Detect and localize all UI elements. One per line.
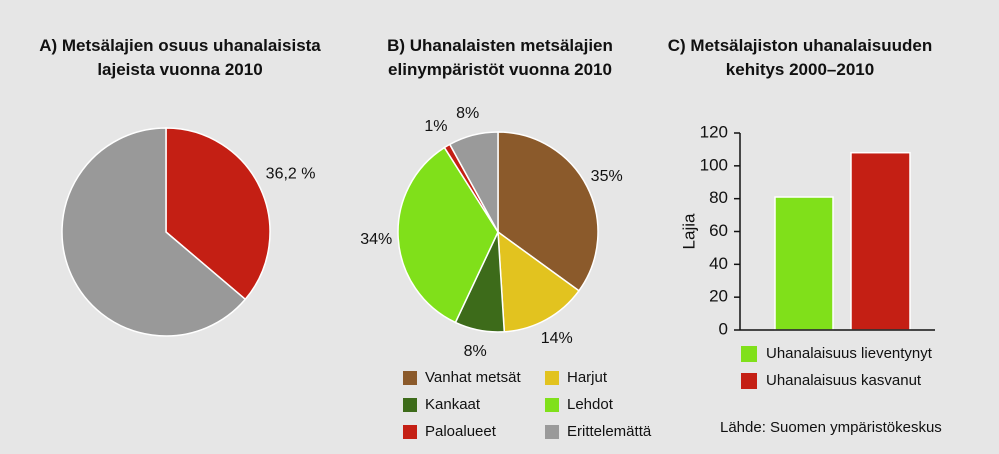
bar — [774, 196, 834, 331]
y-axis-label: Lajia — [679, 213, 698, 249]
legend-label: Erittelemättä — [567, 423, 652, 440]
pie-slice — [61, 127, 247, 337]
y-tick-label: 100 — [700, 155, 728, 174]
legend-label: Harjut — [567, 369, 608, 386]
legend-label: Paloalueet — [425, 423, 497, 440]
data-label: 14% — [541, 330, 573, 347]
source: Lähde: Suomen ympäristökeskus — [720, 419, 942, 436]
legend-swatch — [403, 371, 417, 385]
bar — [850, 151, 911, 331]
pie-slice — [497, 131, 599, 292]
legend-label: Lehdot — [567, 396, 614, 413]
y-tick-label: 20 — [709, 287, 728, 306]
pie-slice — [497, 230, 580, 333]
data-label: 1% — [424, 118, 447, 135]
chart-title: C) Metsälajiston uhanalaisuuden kehitys … — [667, 36, 933, 79]
legend-label: Kankaat — [425, 396, 481, 413]
y-tick-label: 40 — [709, 254, 728, 273]
chart-title: B) Uhanalaisten metsälajien elinympärist… — [387, 36, 613, 79]
y-tick-label: 80 — [709, 188, 728, 207]
data-label: 8% — [464, 343, 487, 360]
pie-slice — [165, 127, 271, 301]
pie-slice — [448, 131, 499, 233]
legend-label: Vanhat metsät — [425, 369, 521, 386]
chart-title: A) Metsälajien osuus uhanalaisista lajei… — [39, 36, 321, 79]
data-label: 8% — [456, 105, 479, 122]
legend-swatch — [403, 425, 417, 439]
data-label: 35% — [591, 168, 623, 185]
legend-swatch — [403, 398, 417, 412]
y-tick-label: 60 — [709, 221, 728, 240]
y-tick-label: 0 — [719, 319, 728, 338]
legend-label: Uhanalaisuus kasvanut — [766, 372, 922, 389]
data-label: 34% — [360, 231, 392, 248]
y-tick-label: 120 — [700, 122, 728, 141]
data-label: 36,2 % — [266, 166, 316, 183]
legend-label: Uhanalaisuus lieventynyt — [766, 345, 933, 362]
legend-swatch — [545, 425, 559, 439]
legend-swatch — [741, 373, 757, 389]
legend-swatch — [741, 346, 757, 362]
pie-slice — [397, 146, 499, 324]
legend-swatch — [545, 371, 559, 385]
legend-swatch — [545, 398, 559, 412]
